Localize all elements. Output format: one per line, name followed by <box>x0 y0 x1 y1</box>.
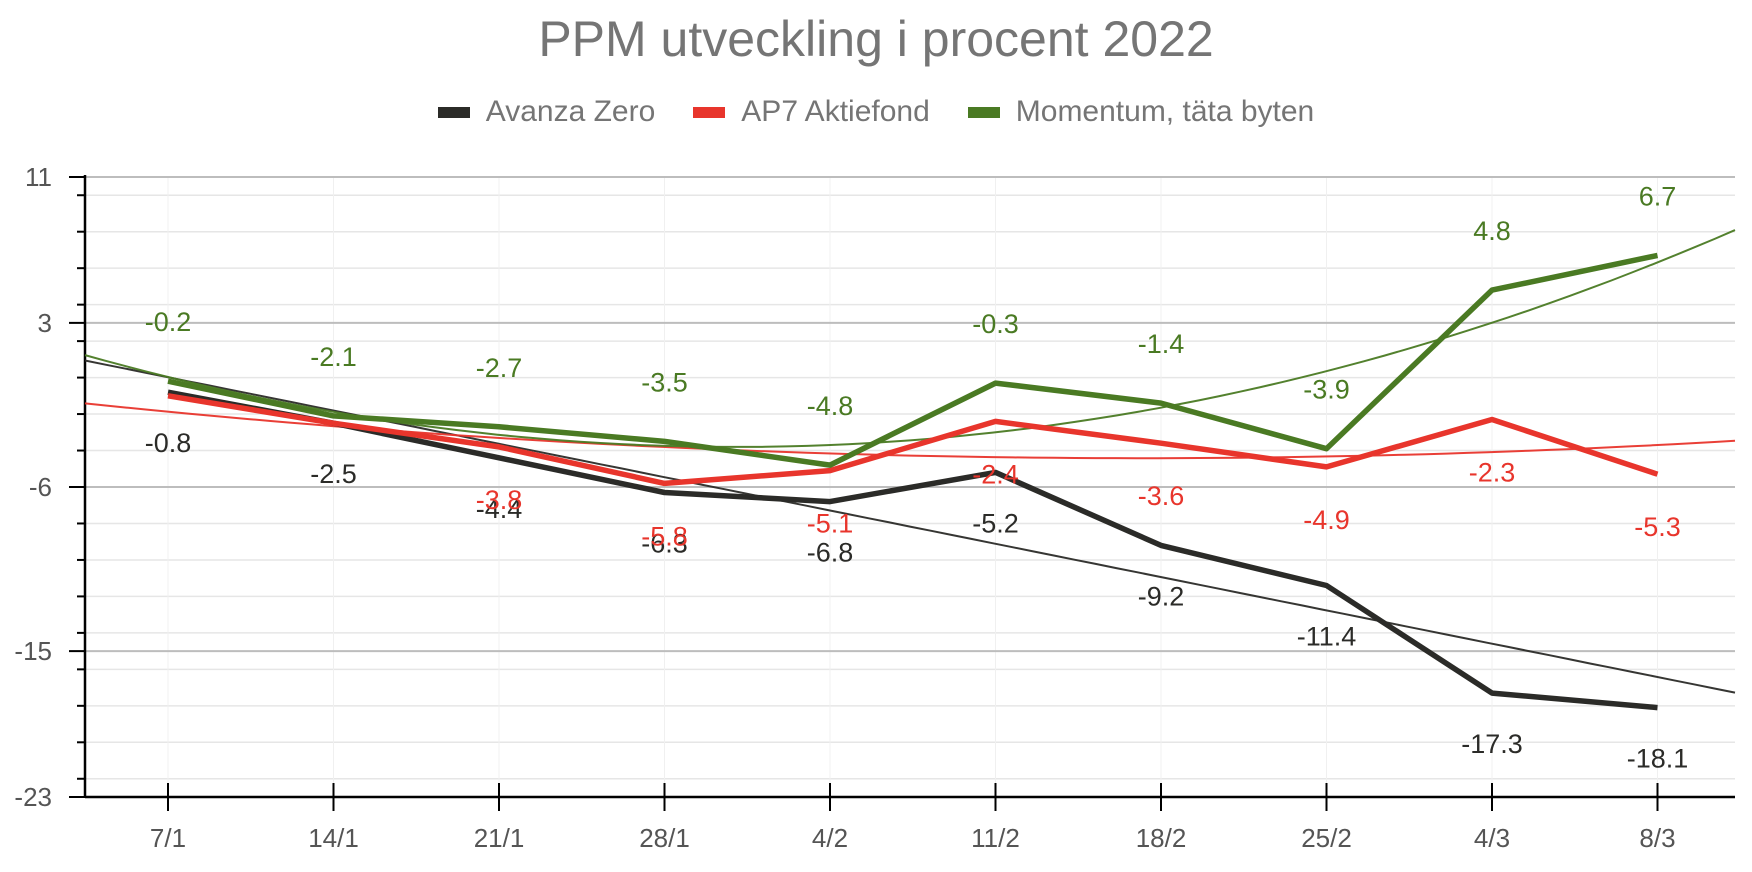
x-tick-label: 25/2 <box>1301 823 1352 853</box>
data-label: -9.2 <box>1138 581 1185 611</box>
data-label: -11.4 <box>1297 621 1357 651</box>
data-label: -2.1 <box>310 342 357 372</box>
data-label: 6.7 <box>1639 181 1677 211</box>
data-label: -4.8 <box>807 391 854 421</box>
data-label: -5.3 <box>1634 512 1681 542</box>
y-tick-label: 3 <box>38 308 52 338</box>
y-tick-label: 11 <box>25 162 52 192</box>
y-tick-label: -23 <box>14 782 52 812</box>
data-label: -6.3 <box>641 528 688 558</box>
series-line-momentum-t-ta-byten <box>167 252 1659 468</box>
legend-swatch <box>967 106 1000 118</box>
legend: Avanza Zero AP7 Aktiefond Momentum, täta… <box>0 95 1752 129</box>
data-label: -3.6 <box>1138 481 1185 511</box>
chart-title: PPM utveckling i procent 2022 <box>538 11 1214 67</box>
data-label: -18.1 <box>1627 744 1689 774</box>
data-label: -17.3 <box>1461 729 1523 759</box>
data-label: -5.2 <box>972 508 1019 538</box>
data-label: -0.8 <box>145 428 192 458</box>
series-line-avanza-zero <box>167 389 1658 711</box>
x-tick-label: 8/3 <box>1639 823 1675 853</box>
data-label: -5.8 <box>641 521 688 551</box>
data-label: -4.4 <box>476 494 523 524</box>
trendline-avanza-zero <box>84 359 1736 694</box>
legend-item-ap7-aktiefond[interactable]: AP7 Aktiefond <box>693 95 930 129</box>
series-line-ap7-aktiefond <box>167 393 1659 487</box>
legend-label: AP7 Aktiefond <box>741 95 930 128</box>
data-label: -3.8 <box>476 485 523 515</box>
data-label: -2.7 <box>476 353 523 383</box>
y-tick-label: -6 <box>29 472 52 502</box>
legend-swatch <box>437 106 470 118</box>
x-tick-label: 14/1 <box>308 823 359 853</box>
data-label: -2.4 <box>972 459 1019 489</box>
x-tick-label: 4/3 <box>1474 823 1510 853</box>
x-tick-label: 4/2 <box>812 823 848 853</box>
x-tick-label: 7/1 <box>150 823 186 853</box>
data-label: -3.5 <box>641 367 688 397</box>
data-label: -1.4 <box>1138 329 1185 359</box>
data-label: -0.3 <box>972 309 1019 339</box>
data-label: -0.2 <box>145 307 192 337</box>
legend-swatch <box>693 106 726 118</box>
y-tick-label: -15 <box>14 636 52 666</box>
data-label: 4.8 <box>1473 216 1511 246</box>
data-label: -2.5 <box>310 459 357 489</box>
data-label: -5.1 <box>807 509 854 539</box>
data-label: -6.8 <box>807 538 854 568</box>
x-tick-label: 28/1 <box>639 823 690 853</box>
x-tick-label: 11/2 <box>971 823 1020 853</box>
legend-label: Momentum, täta byten <box>1015 95 1315 128</box>
data-label: -4.9 <box>1303 505 1350 535</box>
legend-item-avanza-zero[interactable]: Avanza Zero <box>437 95 656 129</box>
legend-label: Avanza Zero <box>485 95 656 128</box>
data-label: -2.3 <box>1469 458 1516 488</box>
x-tick-label: 21/1 <box>474 823 525 853</box>
x-tick-label: 18/2 <box>1136 823 1187 853</box>
legend-item-momentum[interactable]: Momentum, täta byten <box>967 95 1315 129</box>
data-label: -3.9 <box>1303 375 1350 405</box>
